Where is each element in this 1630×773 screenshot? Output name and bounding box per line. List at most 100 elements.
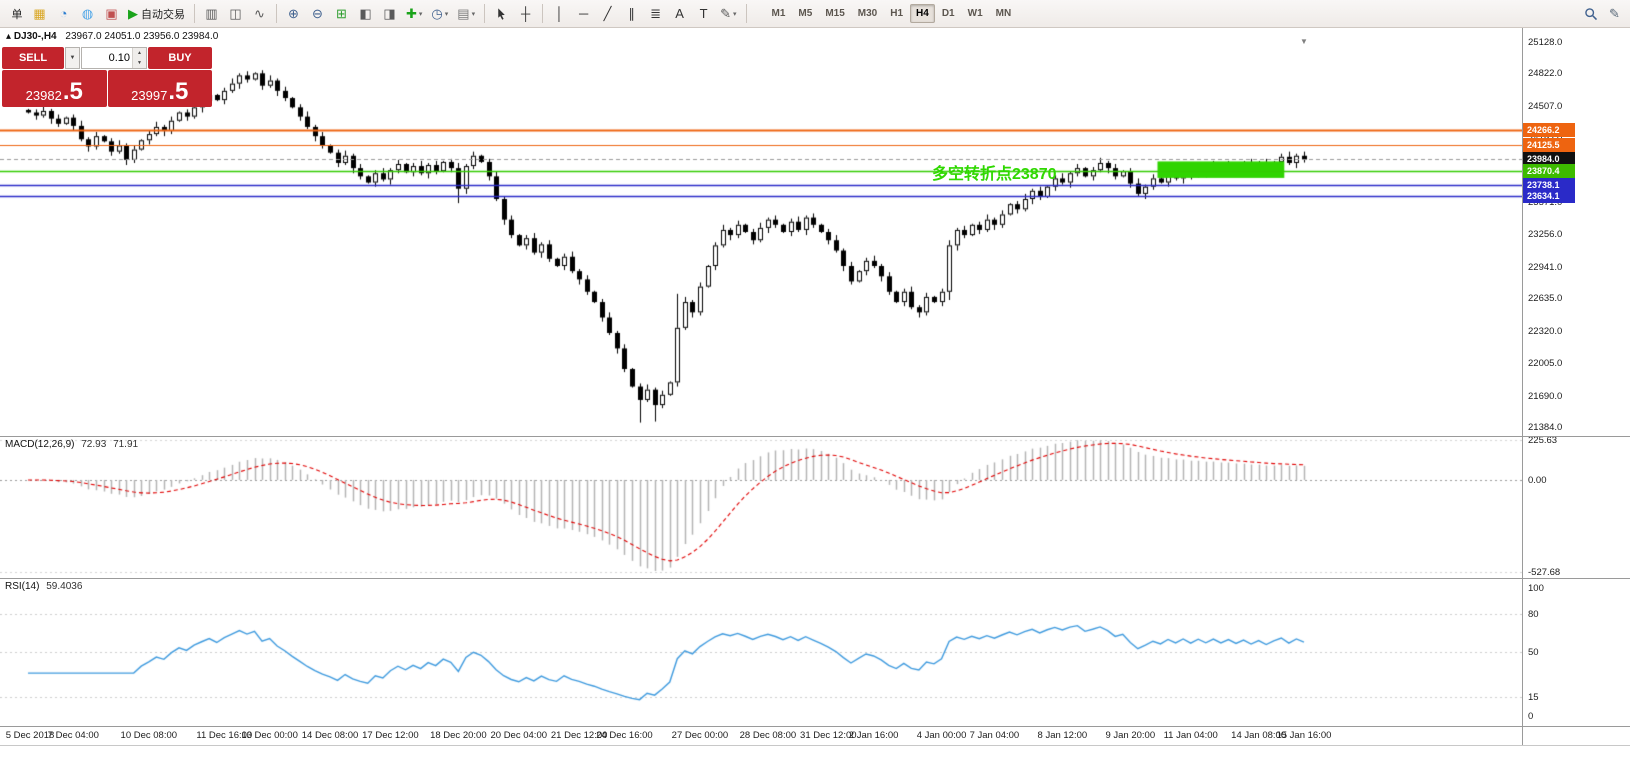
- auto-trading-button[interactable]: ▶ 自动交易: [124, 2, 189, 25]
- time-label: 7 Jan 04:00: [969, 730, 1020, 741]
- profiles-button[interactable]: ◔: [52, 2, 75, 25]
- rsi-panel-canvas[interactable]: [0, 578, 1522, 726]
- timeframe-d1[interactable]: D1: [936, 4, 961, 23]
- label-button[interactable]: T: [692, 2, 715, 25]
- volume-up-button[interactable]: ▲: [133, 48, 146, 58]
- buy-button[interactable]: BUY: [148, 47, 212, 69]
- vertical-line-button[interactable]: │: [548, 2, 571, 25]
- zoom-out-icon: ⊖: [312, 6, 323, 21]
- price-tick: 23571.0: [1528, 197, 1563, 209]
- edit-icon: ✎: [1609, 6, 1620, 21]
- price-axis[interactable]: 25128.024822.024507.024192.023877.023571…: [1523, 28, 1629, 436]
- horizontal-line-button[interactable]: ─: [572, 2, 595, 25]
- channel-button[interactable]: ∥: [620, 2, 643, 25]
- charts-icon: ▦: [33, 6, 46, 21]
- shapes-button[interactable]: ✎ ▾: [716, 2, 740, 25]
- candlestick-chart-button[interactable]: ◫: [224, 2, 247, 25]
- zoom-out-button[interactable]: ⊖: [306, 2, 329, 25]
- indicators-icon: ✚: [406, 6, 417, 21]
- search-button[interactable]: [1579, 2, 1602, 25]
- time-label: 24 Dec 16:00: [596, 730, 653, 741]
- toolbar-separator: [276, 4, 277, 23]
- indicators-button[interactable]: ✚ ▾: [402, 2, 426, 25]
- dropdown-caret-icon: ▾: [471, 10, 476, 18]
- trade-panel-prices: 23982 .5 23997 .5: [2, 70, 212, 107]
- rsi-axis[interactable]: 100 80 50 15 0: [1523, 578, 1629, 726]
- macd-axis[interactable]: 225.63 0.00 -527.68: [1523, 435, 1629, 579]
- bar-chart-button[interactable]: ▥: [200, 2, 223, 25]
- price-chart-canvas[interactable]: [0, 28, 1522, 436]
- timeframe-m5[interactable]: M5: [792, 4, 818, 23]
- volume-down-button[interactable]: ▼: [133, 58, 146, 68]
- zoom-in-button[interactable]: ⊕: [282, 2, 305, 25]
- terminal-button[interactable]: ▣: [100, 2, 123, 25]
- timeframe-h4[interactable]: H4: [910, 4, 935, 23]
- rsi-indicator-label: RSI(14) 59.4036: [5, 581, 82, 592]
- macd-value-signal: 71.91: [113, 439, 139, 450]
- toolbar: 单 ▦ ◔ ◍ ▣ ▶ 自动交易 ▥ ◫ ∿ ⊕ ⊖ ⊞ ◧ ◨ ✚ ▾ ◷ ▾ ▤ ▾ ┼ │ ─ ╱ ∥ ≣ A T ✎ ▾ M1 M5 M…: [0, 0, 1630, 28]
- tile-windows-button[interactable]: ⊞: [330, 2, 353, 25]
- timeframe-h1[interactable]: H1: [884, 4, 909, 23]
- time-label: 10 Dec 08:00: [120, 730, 178, 741]
- macd-panel-canvas[interactable]: [0, 436, 1522, 578]
- sell-price-display[interactable]: 23982 .5: [2, 70, 107, 107]
- buy-price-display[interactable]: 23997 .5: [107, 70, 212, 107]
- cursor-button[interactable]: [490, 2, 513, 25]
- line-chart-button[interactable]: ∿: [248, 2, 271, 25]
- chart-shift-button[interactable]: ◨: [378, 2, 401, 25]
- macd-tick: -527.68: [1528, 567, 1561, 579]
- toolbar-right: ✎: [1579, 2, 1626, 25]
- trendline-icon: ╱: [603, 6, 612, 21]
- price-tick: 21690.0: [1528, 390, 1563, 402]
- periods-icon: ◷: [431, 6, 443, 21]
- bar-chart-icon: ▥: [205, 6, 218, 21]
- price-line-badge: 24266.2: [1523, 123, 1575, 138]
- sell-button[interactable]: SELL: [2, 47, 64, 69]
- trendline-button[interactable]: ╱: [596, 2, 619, 25]
- charts-button[interactable]: ▦: [28, 2, 51, 25]
- rsi-tick: 50: [1528, 647, 1539, 658]
- volume-input[interactable]: [82, 48, 132, 68]
- market-watch-button[interactable]: ◍: [76, 2, 99, 25]
- price-tick: 25128.0: [1528, 36, 1563, 48]
- templates-button[interactable]: ▤ ▾: [453, 2, 479, 25]
- rsi-value: 59.4036: [46, 581, 83, 592]
- crosshair-button[interactable]: ┼: [514, 2, 537, 25]
- chart-shift-marker-icon[interactable]: ▼: [1300, 37, 1308, 46]
- chart-ohlc-header: ▴ DJ30-,H4 23967.0 24051.0 23956.0 23984…: [6, 31, 218, 42]
- time-label: 14 Dec 08:00: [301, 730, 359, 741]
- new-order-button[interactable]: 单: [4, 2, 27, 25]
- time-label: 4 Jan 00:00: [916, 730, 967, 741]
- panel-separator: [0, 726, 1630, 727]
- timeframe-m1[interactable]: M1: [766, 4, 792, 23]
- order-options-dropdown[interactable]: ▼: [65, 47, 80, 69]
- bottom-strip: [0, 746, 1630, 773]
- terminal-icon: ▣: [105, 6, 118, 21]
- panel-separator[interactable]: [0, 578, 1630, 579]
- timeframe-m30[interactable]: M30: [852, 4, 883, 23]
- trend-arrow-icon: ▴: [6, 31, 12, 42]
- horizontal-line-icon: ─: [578, 6, 589, 21]
- ohlc-values: 23967.0 24051.0 23956.0 23984.0: [65, 31, 219, 42]
- price-tick: 24507.0: [1528, 100, 1563, 112]
- panel-separator[interactable]: [0, 436, 1630, 437]
- auto-scroll-icon: ◧: [359, 6, 372, 21]
- profiles-icon: ◔: [59, 6, 68, 21]
- time-axis[interactable]: 5 Dec 2018 7 Dec 04:00 10 Dec 08:00 11 Dec …: [0, 727, 1522, 745]
- crosshair-icon: ┼: [520, 6, 531, 21]
- timeframe-mn[interactable]: MN: [990, 4, 1018, 23]
- rsi-tick: 0: [1528, 711, 1534, 722]
- auto-scroll-button[interactable]: ◧: [354, 2, 377, 25]
- fibonacci-button[interactable]: ≣: [644, 2, 667, 25]
- text-button[interactable]: A: [668, 2, 691, 25]
- timeframe-w1[interactable]: W1: [962, 4, 989, 23]
- tile-windows-icon: ⊞: [336, 6, 347, 21]
- edit-button[interactable]: ✎: [1603, 2, 1626, 25]
- chart-shift-icon: ◨: [383, 6, 396, 21]
- timeframe-m15[interactable]: M15: [819, 4, 850, 23]
- market-watch-icon: ◍: [81, 6, 94, 21]
- time-label: 31 Dec 12:00: [800, 730, 857, 741]
- periods-button[interactable]: ◷ ▾: [427, 2, 452, 25]
- time-label: 17 Dec 12:00: [362, 730, 419, 741]
